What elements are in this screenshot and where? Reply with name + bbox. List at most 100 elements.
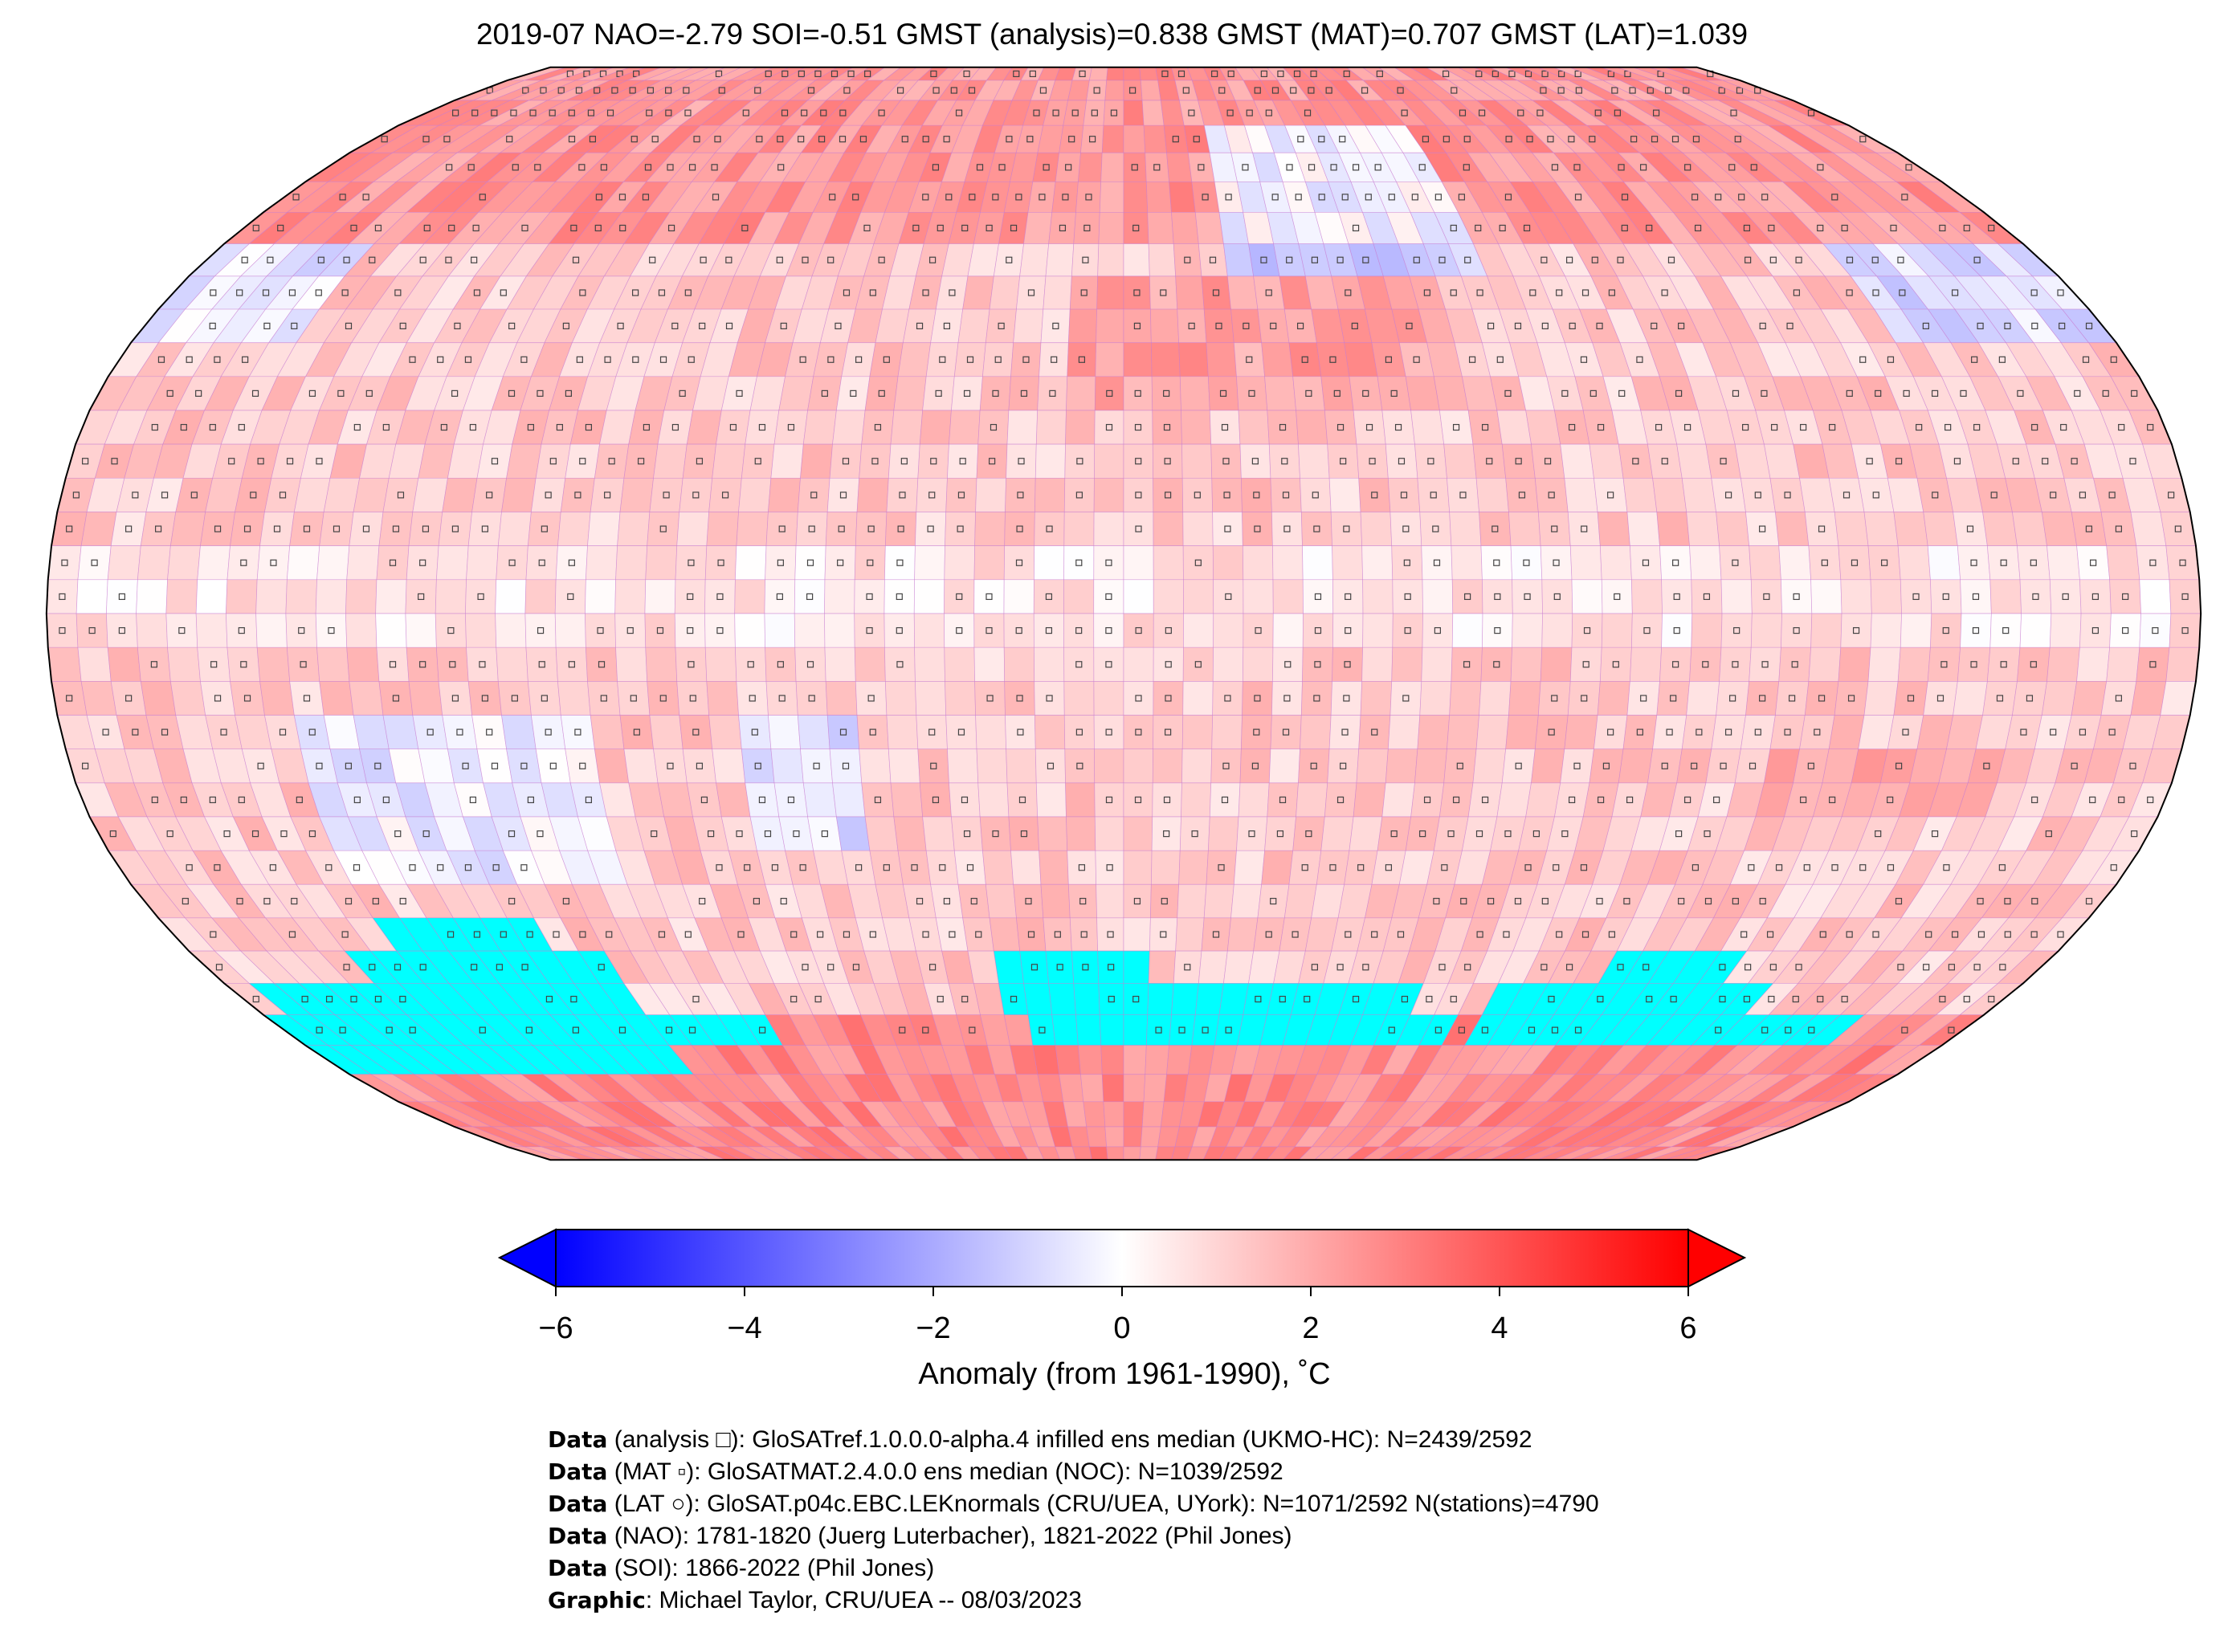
analysis-marker bbox=[1270, 322, 1277, 330]
analysis-marker bbox=[1397, 87, 1404, 94]
analysis-marker bbox=[1242, 164, 1249, 171]
analysis-marker bbox=[922, 289, 929, 296]
analysis-marker bbox=[712, 194, 720, 201]
colorbar-extend-low bbox=[497, 1228, 557, 1288]
analysis-marker bbox=[1977, 322, 1984, 330]
analysis-marker bbox=[1463, 164, 1470, 171]
analysis-marker bbox=[252, 224, 259, 232]
analysis-marker bbox=[1260, 70, 1267, 78]
analysis-marker bbox=[1558, 70, 1565, 78]
analysis-marker bbox=[1083, 224, 1091, 232]
analysis-marker bbox=[472, 224, 479, 232]
credit-line: Data (LAT ○): GloSAT.p04c.EBC.LEKnormals… bbox=[548, 1491, 1599, 1517]
analysis-marker bbox=[1401, 109, 1408, 116]
analysis-marker bbox=[855, 356, 863, 363]
analysis-marker bbox=[1010, 224, 1018, 232]
analysis-marker bbox=[1859, 136, 1867, 143]
analysis-marker bbox=[1647, 87, 1654, 94]
analysis-marker bbox=[1621, 194, 1629, 201]
analysis-marker bbox=[1529, 289, 1536, 296]
analysis-marker bbox=[1750, 164, 1757, 171]
analysis-marker bbox=[579, 289, 586, 296]
analysis-marker bbox=[671, 322, 679, 330]
analysis-marker bbox=[1079, 70, 1086, 78]
analysis-marker bbox=[916, 322, 924, 330]
analysis-marker bbox=[969, 194, 976, 201]
analysis-marker bbox=[1246, 109, 1253, 116]
analysis-marker bbox=[1745, 256, 1752, 263]
analysis-marker bbox=[992, 194, 999, 201]
analysis-marker bbox=[1575, 87, 1582, 94]
analysis-marker bbox=[570, 224, 577, 232]
analysis-marker bbox=[998, 322, 1005, 330]
analysis-marker bbox=[1871, 256, 1879, 263]
analysis-marker bbox=[1226, 109, 1234, 116]
analysis-marker bbox=[835, 322, 842, 330]
analysis-marker bbox=[1508, 70, 1516, 78]
analysis-marker bbox=[1308, 164, 1316, 171]
analysis-marker bbox=[644, 164, 652, 171]
analysis-marker bbox=[937, 224, 944, 232]
analysis-marker bbox=[1013, 70, 1020, 78]
analysis-marker bbox=[1639, 164, 1647, 171]
analysis-marker bbox=[1043, 164, 1050, 171]
analysis-marker bbox=[1899, 289, 1906, 296]
analysis-marker bbox=[1089, 136, 1096, 143]
analysis-marker bbox=[1464, 256, 1471, 263]
analysis-marker bbox=[1311, 256, 1318, 263]
analysis-marker bbox=[1608, 289, 1616, 296]
analysis-marker bbox=[589, 136, 597, 143]
analysis-marker bbox=[339, 194, 346, 201]
analysis-marker bbox=[1336, 256, 1344, 263]
analysis-marker bbox=[912, 224, 920, 232]
analysis-marker bbox=[742, 109, 749, 116]
analysis-marker bbox=[1243, 322, 1250, 330]
analysis-marker bbox=[464, 356, 472, 363]
anomaly-map bbox=[45, 66, 2202, 1161]
analysis-marker bbox=[506, 136, 513, 143]
analysis-marker bbox=[1793, 289, 1801, 296]
analysis-marker bbox=[1540, 256, 1548, 263]
analysis-marker bbox=[578, 164, 586, 171]
analysis-marker bbox=[1365, 194, 1372, 201]
analysis-marker bbox=[1339, 136, 1346, 143]
analysis-marker bbox=[715, 70, 723, 78]
analysis-marker bbox=[1973, 256, 1981, 263]
analysis-marker bbox=[1271, 87, 1279, 94]
analysis-marker bbox=[1692, 136, 1700, 143]
analysis-marker bbox=[1423, 289, 1430, 296]
analysis-marker bbox=[1211, 70, 1218, 78]
analysis-marker bbox=[473, 289, 481, 296]
analysis-marker bbox=[1728, 164, 1736, 171]
analysis-marker bbox=[619, 224, 626, 232]
analysis-marker bbox=[594, 224, 602, 232]
analysis-marker bbox=[1026, 136, 1034, 143]
analysis-marker bbox=[1451, 87, 1458, 94]
analysis-marker bbox=[1831, 194, 1838, 201]
analysis-marker bbox=[1212, 289, 1220, 296]
analysis-marker bbox=[600, 164, 608, 171]
analysis-marker bbox=[345, 322, 353, 330]
analysis-marker bbox=[419, 256, 426, 263]
analysis-marker bbox=[1434, 194, 1442, 201]
colorbar-tick-label: −4 bbox=[727, 1311, 762, 1345]
analysis-marker bbox=[2085, 322, 2093, 330]
analysis-marker bbox=[1006, 256, 1013, 263]
analysis-marker bbox=[950, 87, 957, 94]
analysis-marker bbox=[1551, 164, 1559, 171]
analysis-marker bbox=[2059, 322, 2066, 330]
analysis-marker bbox=[1297, 136, 1304, 143]
analysis-marker bbox=[267, 256, 274, 263]
analysis-marker bbox=[1591, 256, 1598, 263]
analysis-marker bbox=[1418, 164, 1426, 171]
analysis-marker bbox=[1068, 136, 1075, 143]
analysis-marker bbox=[1556, 289, 1563, 296]
analysis-marker bbox=[1202, 194, 1209, 201]
analysis-marker bbox=[843, 87, 851, 94]
analysis-marker bbox=[1182, 87, 1190, 94]
analysis-marker bbox=[869, 289, 876, 296]
analysis-marker bbox=[1574, 70, 1581, 78]
analysis-marker bbox=[1523, 224, 1531, 232]
analysis-marker bbox=[263, 322, 271, 330]
colorbar-tick-label: 4 bbox=[1491, 1311, 1508, 1345]
